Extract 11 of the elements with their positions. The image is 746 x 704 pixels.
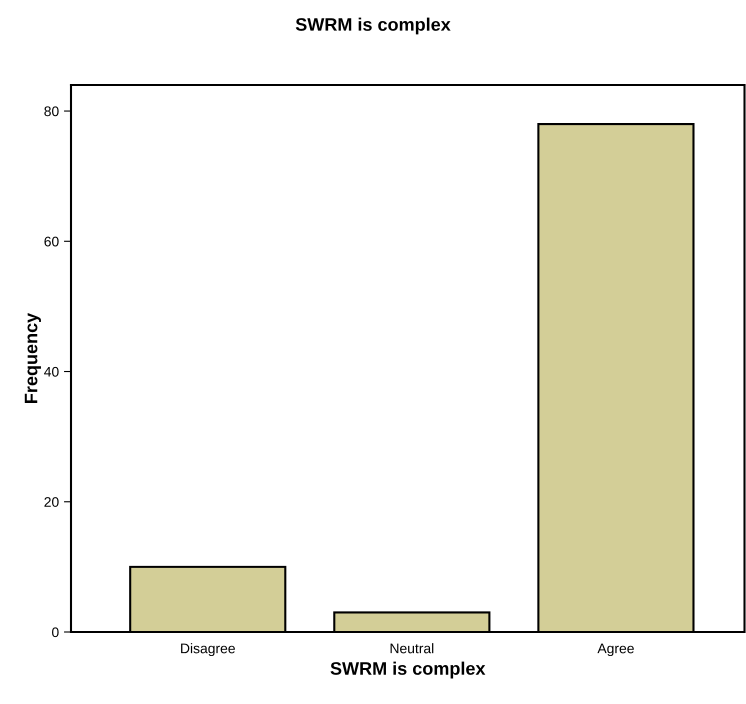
- y-tick-label: 20: [44, 497, 59, 507]
- y-tick-label: 60: [44, 236, 59, 246]
- x-tick-label: Disagree: [181, 643, 235, 656]
- y-tick-label: 0: [52, 627, 59, 638]
- chart-title: SWRM is complex: [296, 18, 451, 34]
- x-tick-label: Agree: [597, 644, 634, 656]
- x-axis-title: SWRM is complex: [330, 662, 486, 678]
- y-tick-label: 40: [44, 366, 59, 377]
- y-axis-title: Frequency: [24, 312, 41, 403]
- x-tick-label: Neutral: [390, 643, 434, 654]
- y-tick-label: 80: [44, 106, 59, 116]
